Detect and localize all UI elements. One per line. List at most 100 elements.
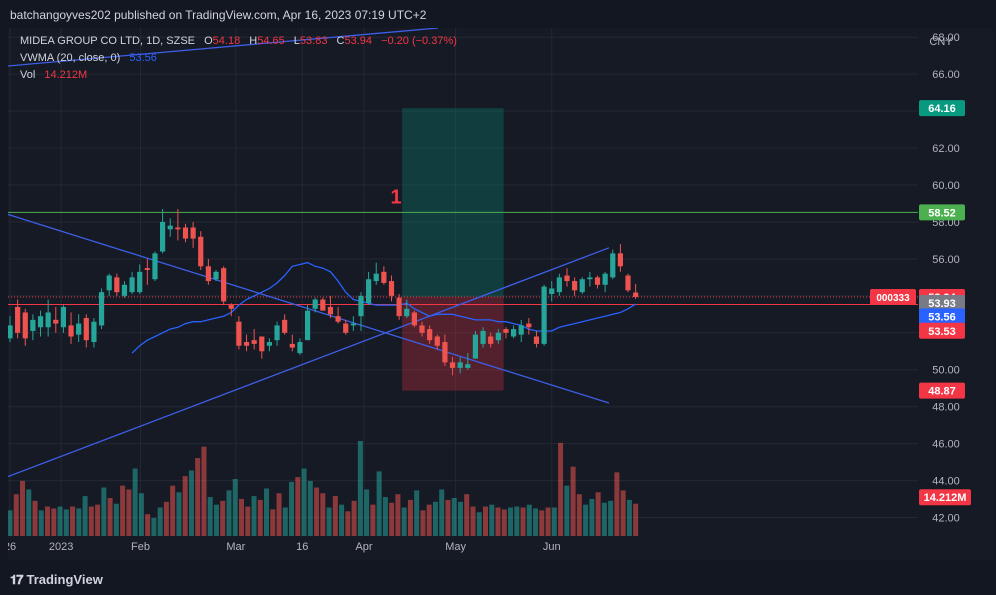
upper-trendline [8, 28, 439, 67]
candle [587, 271, 593, 287]
volume-bar [558, 442, 564, 536]
volume-bar [76, 508, 82, 536]
candle [526, 318, 532, 335]
candle-body [274, 325, 280, 341]
vwma-legend[interactable]: VWMA (20, close, 0) 53.56 [20, 52, 157, 64]
vwma-path [131, 261, 637, 354]
volume-bar [332, 496, 338, 536]
candle-body [480, 330, 486, 344]
candle-body [68, 325, 74, 337]
low-value: 53.83 [299, 35, 328, 47]
candle [442, 334, 448, 367]
candle [91, 318, 97, 348]
volume-bar [170, 485, 176, 536]
candle [541, 284, 547, 346]
volume-bar [545, 507, 551, 536]
volume-bar [57, 506, 63, 536]
brand-name: TradingView [26, 572, 103, 587]
candle [411, 310, 417, 328]
candle-body [404, 308, 410, 317]
volume-bar [457, 501, 463, 536]
candle-body [152, 253, 158, 280]
candle-body [83, 318, 89, 341]
candle [60, 305, 67, 333]
candle [37, 310, 44, 337]
symbol-tag-text: 000333 [876, 293, 910, 304]
volume-legend[interactable]: Vol 14.212M [20, 69, 87, 81]
volume-bar [276, 493, 282, 536]
price-label-text: 53.93 [928, 298, 956, 310]
volume-bar [389, 502, 395, 536]
candle [160, 209, 166, 254]
price-tick-label: 48.00 [932, 402, 960, 414]
candle [488, 332, 494, 348]
candle [282, 314, 288, 335]
candle-body [259, 336, 265, 352]
volume-bar [120, 485, 126, 536]
tradingview-logo[interactable]: 𝟏𝟕 TradingView [10, 572, 103, 588]
candle [144, 258, 150, 285]
price-label-bg [919, 295, 965, 312]
annotation-label: 1 [391, 186, 402, 208]
volume-bar [608, 500, 614, 536]
candle [152, 251, 158, 282]
candle-body [8, 325, 13, 339]
symbol-name[interactable]: MIDEA GROUP CO LTD, 1D, SZSE [20, 35, 196, 47]
volume-bar [182, 476, 188, 536]
candle-body [205, 266, 211, 282]
footer: 𝟏𝟕 TradingView [0, 562, 996, 595]
volume-bar [589, 498, 595, 536]
candle [465, 353, 471, 370]
candle [190, 221, 196, 248]
time-tick-label: 2023 [49, 541, 73, 553]
volume-bar [551, 507, 557, 536]
volume-bar [20, 480, 26, 536]
price-label-bg [919, 100, 965, 117]
candle-body [556, 277, 562, 293]
price-tick-label: 68.00 [932, 32, 960, 44]
long-position-tool [402, 108, 504, 391]
descending-trendline [8, 213, 610, 404]
candle-body [396, 297, 402, 317]
volume-bar [526, 504, 532, 536]
candle [404, 299, 410, 319]
candle-body [129, 277, 135, 293]
candle-body [213, 271, 219, 280]
price-tick-label: 56.00 [932, 254, 960, 266]
volume-bar [445, 499, 451, 536]
candle [228, 303, 234, 317]
volume-bar [95, 504, 101, 536]
candle [572, 277, 578, 296]
volume-bar [45, 506, 51, 536]
price-chart[interactable]: 1 42.0044.0046.0048.0050.0052.0054.0056.… [8, 28, 994, 560]
profit-zone [402, 108, 504, 297]
candle-body [121, 284, 128, 296]
volume-bar [432, 501, 438, 536]
candle-body [427, 329, 433, 341]
candle-body [442, 342, 448, 363]
candle-body [343, 323, 349, 333]
volume-bar [8, 510, 13, 536]
price-tick-label: 50.00 [932, 365, 960, 377]
volume-bar [213, 504, 219, 536]
candle-body [320, 299, 326, 311]
volume-bar [420, 510, 426, 536]
candle [358, 292, 364, 331]
candle [610, 249, 616, 280]
volume-bar [289, 481, 295, 536]
candle [297, 338, 303, 355]
price-label-text: 14.212M [924, 492, 967, 504]
price-label-bg [919, 382, 965, 399]
candle [549, 281, 555, 302]
candle [259, 336, 265, 359]
volume-bar [51, 508, 57, 536]
chart-panel[interactable]: 1 42.0044.0046.0048.0050.0052.0054.0056.… [8, 28, 994, 560]
candle [213, 269, 219, 282]
price-label: 14.212M [919, 489, 971, 506]
volume-bar [570, 466, 576, 536]
candle-body [358, 295, 364, 317]
candle [68, 312, 74, 344]
candle [98, 288, 105, 330]
candle [503, 327, 509, 339]
volume-bar [238, 498, 244, 536]
